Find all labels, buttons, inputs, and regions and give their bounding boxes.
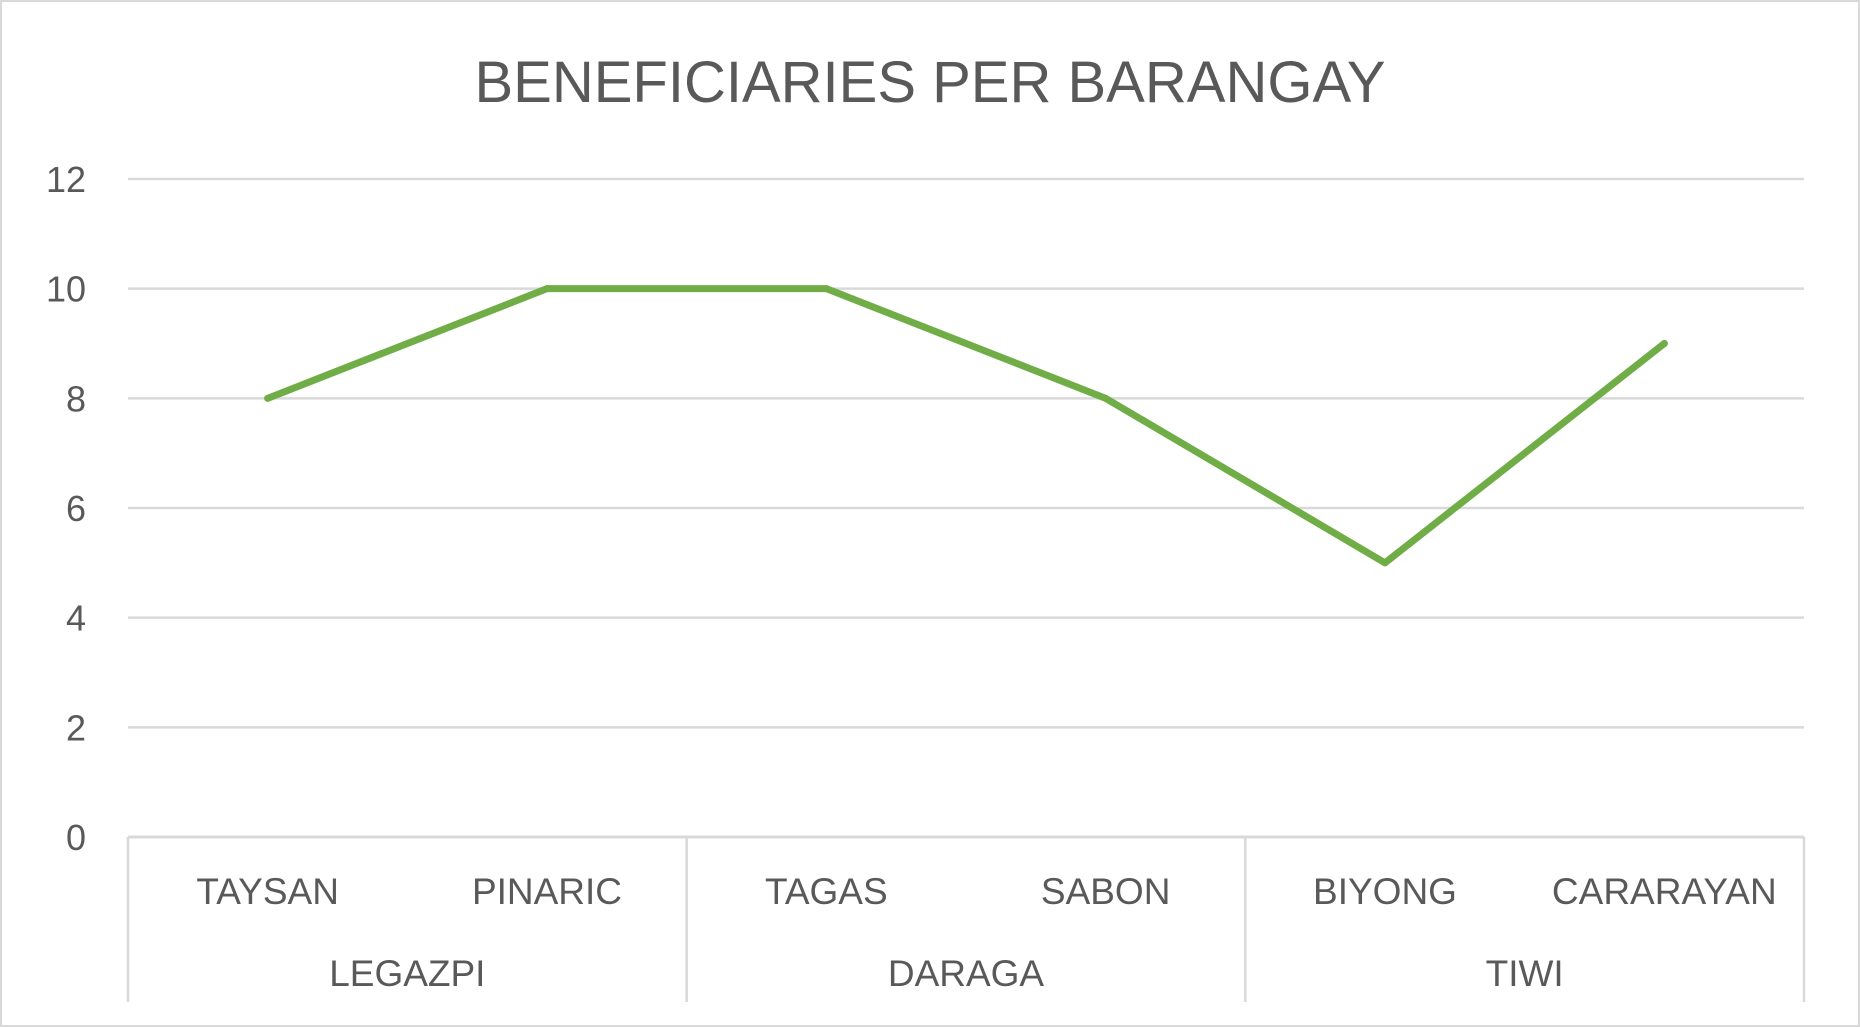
x-group-label: TIWI	[1486, 953, 1564, 994]
x-group-label: DARAGA	[888, 953, 1045, 994]
x-axis: TAYSAN PINARIC TAGAS SABON BIYONG CARARAYAN LE…	[126, 837, 1806, 1002]
x-tick-label: BIYONG	[1313, 871, 1457, 912]
y-tick-label: 8	[66, 378, 86, 419]
series-layer	[264, 285, 1668, 567]
data-point	[822, 285, 830, 293]
y-tick-label: 0	[66, 817, 86, 858]
data-point	[264, 394, 272, 402]
x-tick-label: SABON	[1041, 871, 1171, 912]
data-point	[1381, 559, 1389, 567]
x-tick-label: TAGAS	[765, 871, 888, 912]
y-tick-label: 6	[66, 488, 86, 529]
data-point	[1102, 394, 1110, 402]
y-tick-label: 4	[66, 598, 86, 639]
x-tick-label: CARARAYAN	[1552, 871, 1777, 912]
y-tick-label: 2	[66, 707, 86, 748]
data-point	[1660, 340, 1668, 347]
y-tick-label: 12	[46, 159, 86, 200]
series-line	[264, 285, 1668, 567]
y-tick-label: 10	[46, 269, 86, 310]
x-tick-label: PINARIC	[472, 871, 622, 912]
x-tick-label: TAYSAN	[196, 871, 339, 912]
gridlines	[128, 177, 1804, 839]
y-axis-tick-labels: 0 2 4 6 8 10 12	[46, 159, 86, 858]
chart-title: BENEFICIARIES PER BARANGAY	[474, 50, 1385, 115]
data-point	[543, 285, 551, 293]
x-group-label: LEGAZPI	[329, 953, 485, 994]
